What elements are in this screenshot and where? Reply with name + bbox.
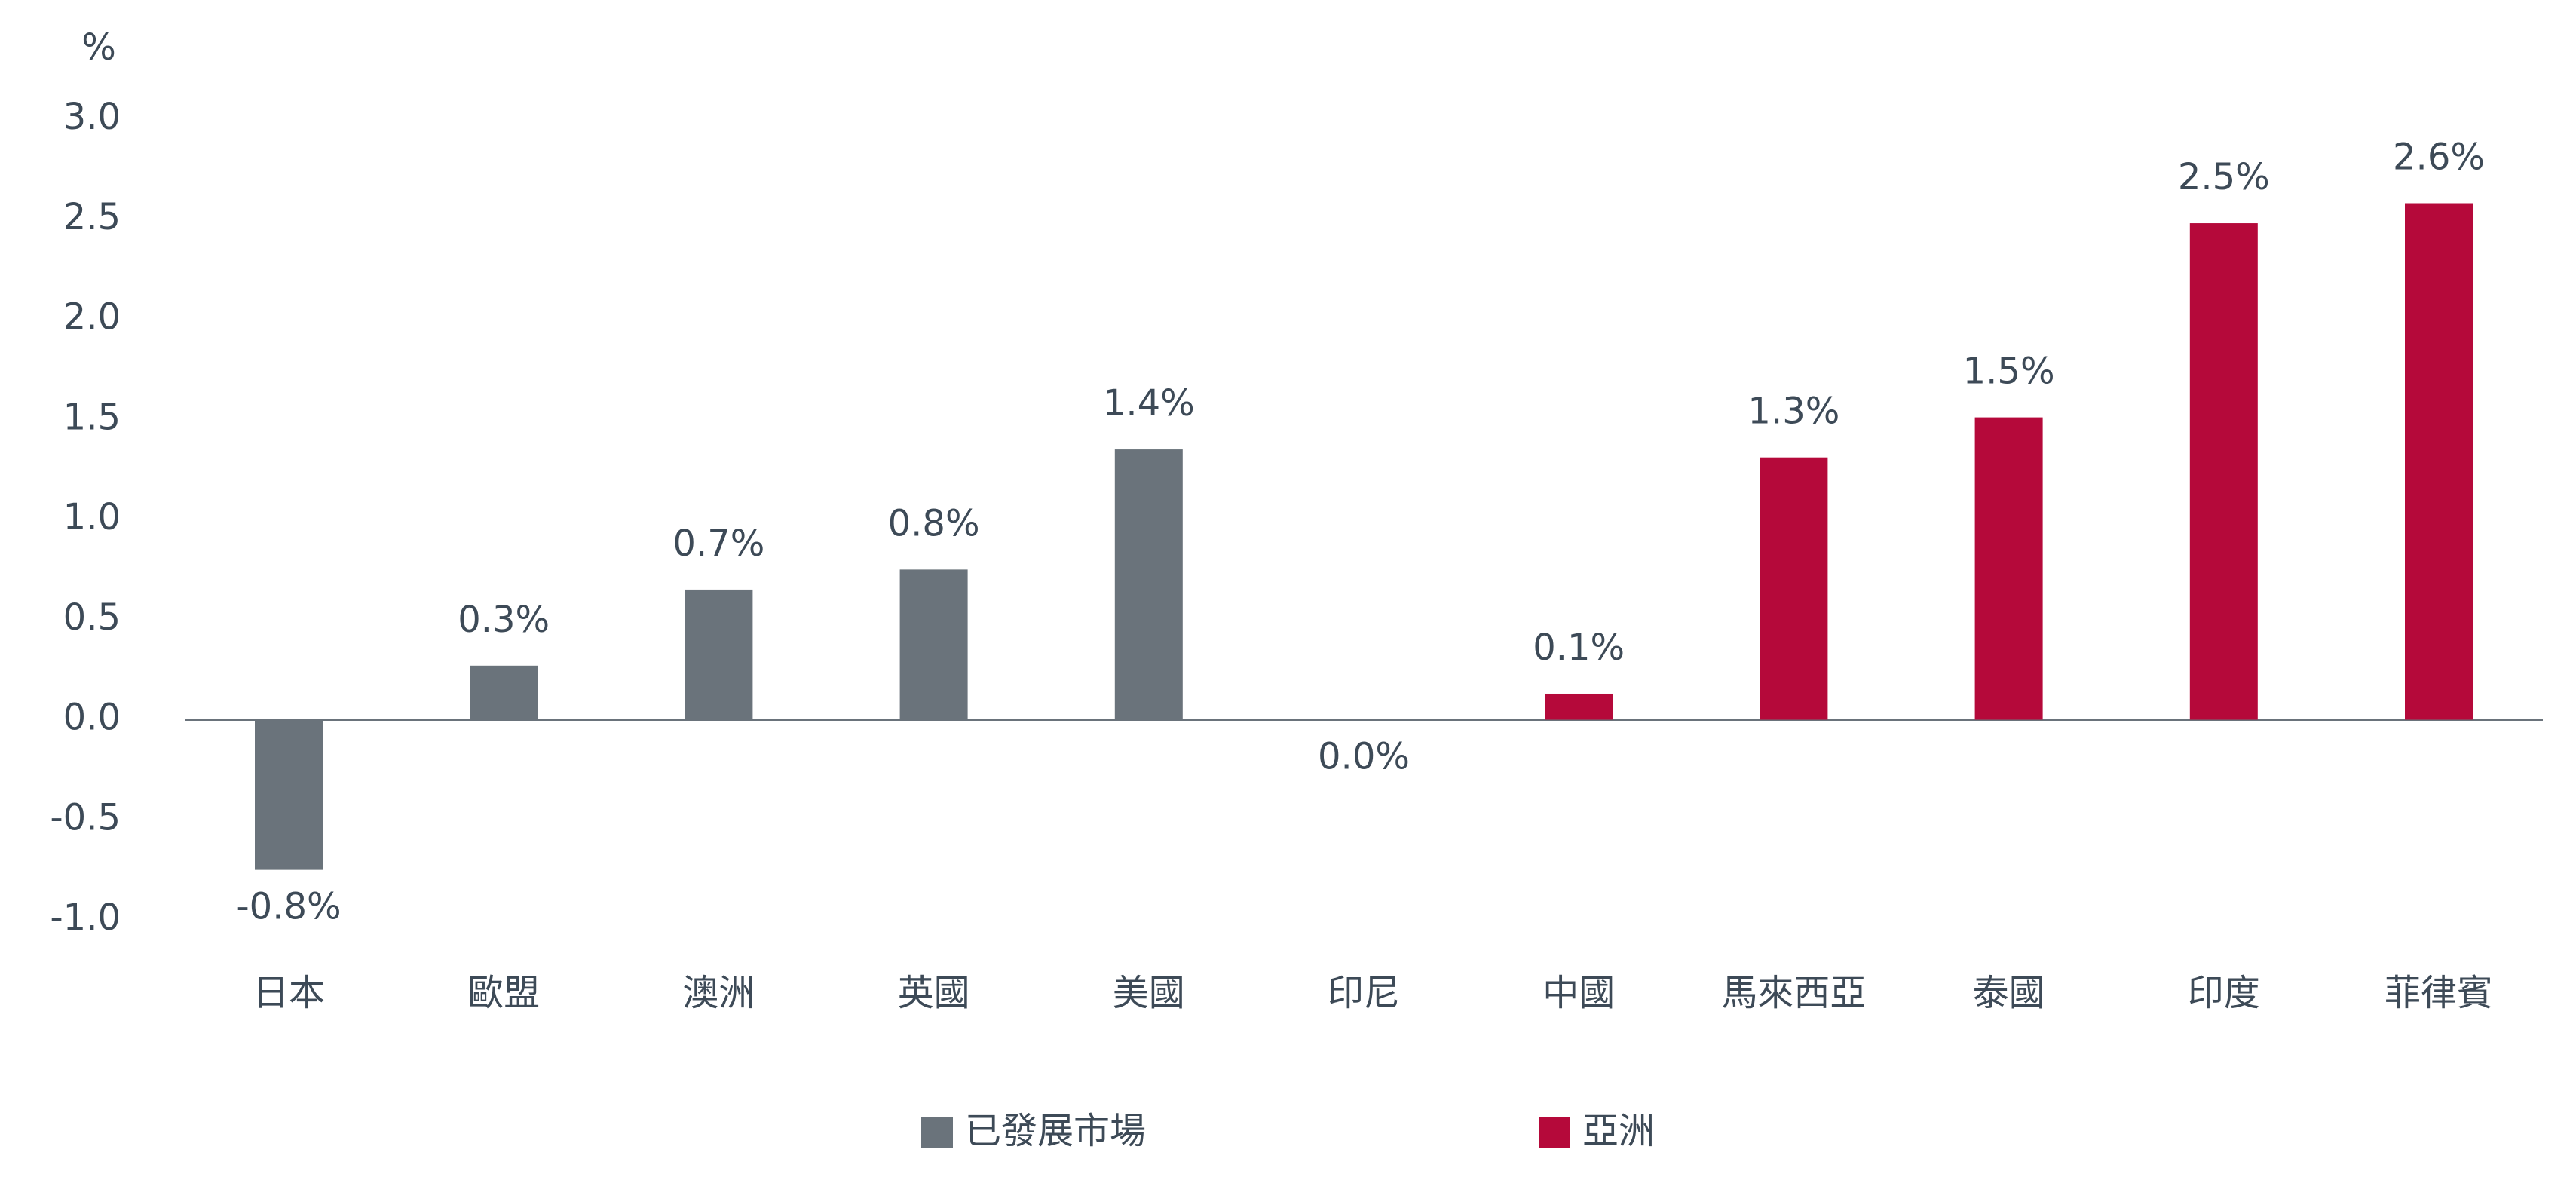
bar xyxy=(1974,417,2043,720)
bar xyxy=(470,665,538,720)
bar xyxy=(899,569,968,720)
bar xyxy=(2189,223,2258,720)
x-tick-label: 印尼 xyxy=(1328,972,1400,1014)
bar xyxy=(255,719,323,870)
x-tick-label: 菲律賓 xyxy=(2385,972,2493,1014)
bar xyxy=(1760,457,1828,720)
value-label: 1.3% xyxy=(1747,391,1839,433)
value-label: 2.5% xyxy=(2178,156,2270,198)
y-tick-label: 1.0 xyxy=(63,496,121,538)
bar xyxy=(2405,203,2473,720)
value-label: 0.0% xyxy=(1318,736,1410,778)
value-label: -0.8% xyxy=(236,886,341,928)
value-label: 0.7% xyxy=(672,523,764,565)
bar xyxy=(1114,449,1183,720)
x-tick-label: 澳洲 xyxy=(682,972,755,1014)
x-tick-label: 日本 xyxy=(253,972,325,1014)
value-label: 1.4% xyxy=(1103,382,1195,424)
value-label: 0.3% xyxy=(458,599,550,641)
y-tick-label: 2.0 xyxy=(63,296,121,339)
value-label: 0.8% xyxy=(888,502,980,544)
legend-label: 已發展市場 xyxy=(965,1110,1146,1152)
y-tick-label: 0.5 xyxy=(63,596,121,639)
y-tick-label: 0.0 xyxy=(63,697,121,739)
x-tick-label: 中國 xyxy=(1542,972,1615,1014)
x-tick-label: 美國 xyxy=(1113,972,1185,1014)
bar xyxy=(685,589,753,720)
value-label: 2.6% xyxy=(2393,136,2485,179)
x-tick-label: 印度 xyxy=(2188,972,2260,1014)
bar xyxy=(1545,693,1613,720)
value-label: 1.5% xyxy=(1963,351,2055,393)
x-tick-label: 歐盟 xyxy=(467,972,540,1014)
y-tick-label: 1.5 xyxy=(63,396,121,438)
y-tick-label: 3.0 xyxy=(63,96,121,138)
y-tick-label: -0.5 xyxy=(50,796,121,838)
y-tick-label: 2.5 xyxy=(63,196,121,238)
legend-swatch xyxy=(921,1117,953,1148)
x-tick-label: 馬來西亞 xyxy=(1721,972,1866,1014)
legend-swatch xyxy=(1539,1117,1570,1148)
y-tick-label: -1.0 xyxy=(50,896,121,939)
x-tick-label: 英國 xyxy=(898,972,970,1014)
y-unit-label: % xyxy=(81,26,116,69)
x-tick-label: 泰國 xyxy=(1973,972,2045,1014)
legend-label: 亞洲 xyxy=(1582,1110,1655,1152)
value-label: 0.1% xyxy=(1533,627,1625,669)
